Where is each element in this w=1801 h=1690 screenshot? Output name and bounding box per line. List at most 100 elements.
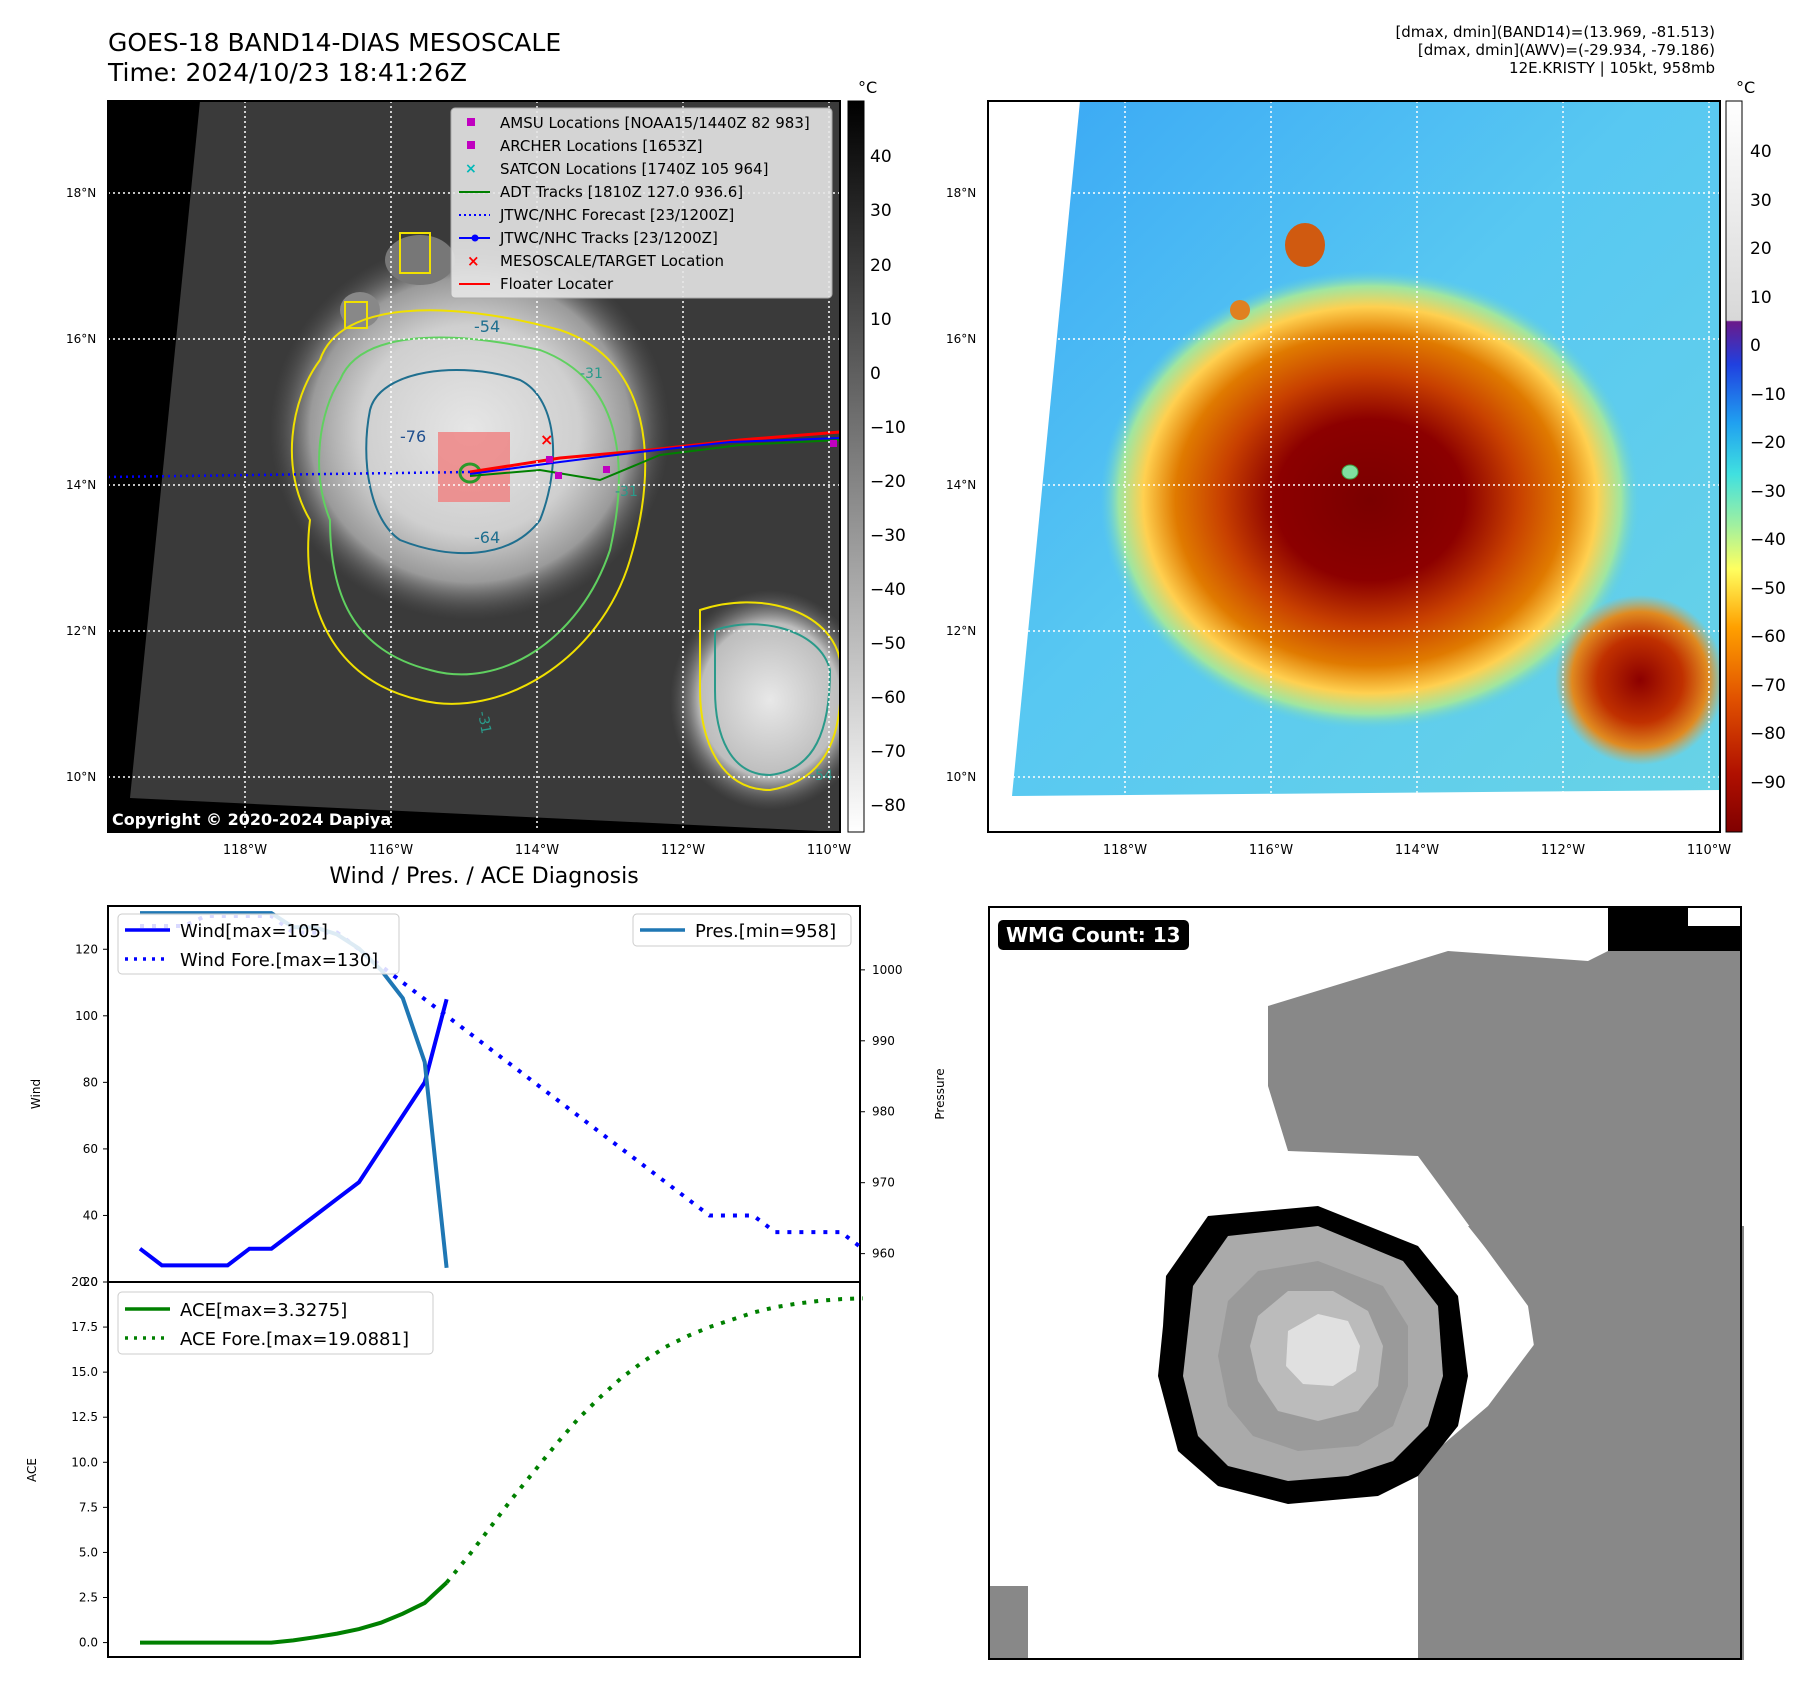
colorbar-tick: −20 [1750,433,1786,453]
left-colorbar-ticks: 40 30 20 10 0 −10 −20 −30 −40 −50 −60 −7… [870,147,906,816]
ytick-label: 1000 [872,963,903,977]
lat-tick: 10°N [66,770,96,784]
wind-yticks: 20 40 60 80 100 120 [75,942,108,1289]
wmg-count-badge: WMG Count: 13 [998,920,1189,950]
info-line-1: [dmax, dmin](BAND14)=(13.969, -81.513) [1395,23,1715,41]
contour-label: -31 [615,484,638,500]
ytick-label: 990 [872,1034,895,1048]
contour-label: -54 [810,768,833,784]
colorbar-tick: −60 [1750,627,1786,647]
legend-marker [471,234,479,242]
jtwc-track [469,437,840,475]
adt-track [469,439,840,482]
legend-marker [467,118,475,126]
lon-tick: 110°W [1687,843,1731,858]
info-block: [dmax, dmin](BAND14)=(13.969, -81.513) [… [1115,23,1715,77]
pres-yticks: 960 970 980 990 1000 [860,963,903,1261]
right-colorbar [1725,100,1743,833]
right-map-lon-ticks: 118°W 116°W 114°W 112°W 110°W [1103,843,1731,858]
lat-tick: 12°N [66,624,96,638]
map-grid-left [108,101,840,832]
lon-tick: 114°W [515,843,559,858]
left-map-lon-ticks: 118°W 116°W 114°W 112°W 110°W [223,843,851,858]
forecast-track [108,470,471,479]
legend-entry: Wind Fore.[max=130] [180,950,378,971]
wmg-gray-regions [988,936,1744,1660]
legend-entry: ADT Tracks [1810Z 127.0 936.6] [500,183,743,201]
colorbar-tick: −70 [1750,676,1786,696]
ytick-label: 5.0 [79,1545,98,1559]
wind-ylabel: Wind [29,1079,43,1109]
left-map-legend: AMSU Locations [NOAA15/1440Z 82 983] ARC… [450,107,833,299]
colorbar-tick: 20 [1750,239,1772,259]
ytick-label: 15.0 [71,1365,98,1379]
lat-tick: 18°N [946,186,976,200]
contour-label: -31 [580,366,603,382]
legend-entry: ACE Fore.[max=19.0881] [180,1329,409,1350]
ace-ylabel: ACE [25,1458,39,1482]
wmg-panel [988,906,1744,1660]
ytick-label: 120 [75,942,98,956]
legend-entry: ACE[max=3.3275] [180,1300,347,1321]
info-line-2: [dmax, dmin](AWV)=(-29.934, -79.186) [1417,41,1715,59]
title-line-1: GOES-18 BAND14-DIAS MESOSCALE [108,28,562,57]
colorbar-tick: 30 [1750,191,1772,211]
colorbar-tick: −10 [1750,385,1786,405]
colorbar-tick: −10 [870,418,906,438]
legend-entry: JTWC/NHC Tracks [23/1200Z] [499,229,718,247]
legend-entry: MESOSCALE/TARGET Location [500,252,724,270]
ytick-label: 80 [83,1075,98,1089]
ace-series-group [140,1296,863,1645]
ir-image-right [988,101,1720,832]
series-line-0 [138,998,449,1268]
ytick-label: 20.0 [71,1275,98,1289]
colorbar-tick: −80 [870,796,906,816]
lon-tick: 112°W [1541,843,1585,858]
ace-series-line-1 [445,1296,863,1584]
colorbar-tick: 0 [1750,336,1761,356]
ace-series-line-0 [140,1581,448,1645]
lon-tick: 118°W [223,843,267,858]
left-map-figure: × -54 -76 -64 -31 -31 -54 -31 AMSU Locat [66,78,1786,858]
left-colorbar [847,100,865,833]
colorbar-tick: −30 [870,526,906,546]
colorbar-tick: 20 [870,256,892,276]
ytick-label: 2.5 [79,1591,98,1605]
ytick-label: 17.5 [71,1320,98,1334]
colorbar-tick: −20 [870,472,906,492]
ytick-label: 7.5 [79,1500,98,1514]
right-colorbar-ticks: 40 30 20 10 0 −10 −20 −30 −40 −50 −60 −7… [1750,142,1786,793]
colorbar-tick: −70 [870,742,906,762]
map-grid-right [988,101,1720,832]
ace-legend: ACE[max=3.3275] ACE Fore.[max=19.0881] [117,1291,434,1355]
legend-marker: × [467,252,480,270]
ytick-label: 100 [75,1009,98,1023]
colorbar-tick: 0 [870,364,881,384]
lon-tick: 118°W [1103,843,1147,858]
chart-title: Wind / Pres. / ACE Diagnosis [329,864,639,889]
ytick-label: 970 [872,1176,895,1190]
colorbar-tick: −50 [870,634,906,654]
legend-marker: × [465,161,477,177]
contour-label: -76 [400,427,426,446]
left-map-lat-ticks: 18°N 16°N 14°N 12°N 10°N [66,186,96,784]
lat-tick: 18°N [66,186,96,200]
lat-tick: 12°N [946,624,976,638]
legend-entry: AMSU Locations [NOAA15/1440Z 82 983] [500,114,810,132]
diagnosis-chart: 20 40 60 80 100 120 960 970 980 990 1000 0.0 2.5 5.… [25,905,947,1658]
colorbar-tick: 40 [1750,142,1772,162]
right-map-lat-ticks: 18°N 16°N 14°N 12°N 10°N [946,186,976,784]
legend-marker [467,141,475,149]
lon-tick: 112°W [661,843,705,858]
title-line-2: Time: 2024/10/23 18:41:26Z [108,58,467,87]
lat-tick: 16°N [946,332,976,346]
legend-entry: Wind[max=105] [180,921,328,942]
ytick-label: 60 [83,1142,98,1156]
colorbar-tick: −30 [1750,482,1786,502]
lat-tick: 16°N [66,332,96,346]
legend-entry: JTWC/NHC Forecast [23/1200Z] [499,206,734,224]
pres-ylabel: Pressure [933,1068,947,1119]
colorbar-tick: 10 [1750,288,1772,308]
lon-tick: 116°W [1249,843,1293,858]
colorbar-tick: −80 [1750,724,1786,744]
